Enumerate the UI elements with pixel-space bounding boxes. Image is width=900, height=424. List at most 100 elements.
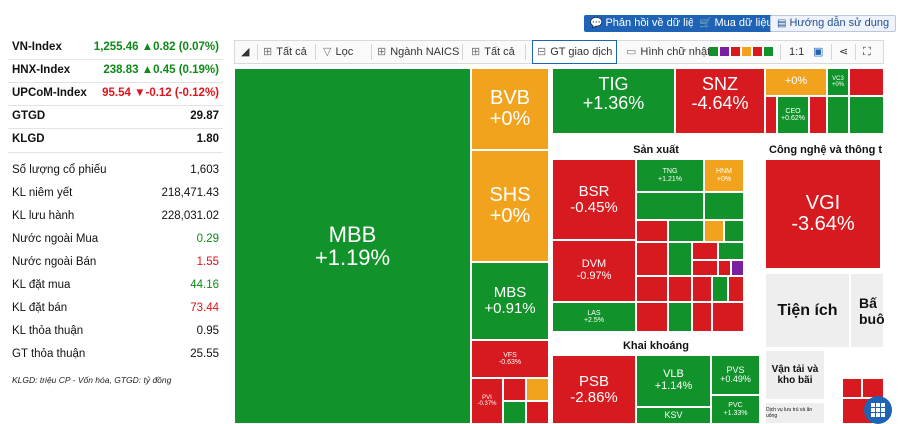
color-swatch-orange[interactable] — [742, 47, 751, 56]
naics-button[interactable]: ⊞ Ngành NAICS — [377, 46, 460, 58]
tile-sx-20[interactable] — [668, 302, 692, 332]
top-bar: 💬 Phản hồi về dữ liệu 🛒 Mua dữ liệu ▤ Hướng… — [0, 0, 900, 36]
tile-pvi[interactable]: PVI -0.37% — [471, 378, 503, 424]
tile-shs[interactable]: SHS +0% — [471, 150, 549, 262]
tile-vlb[interactable]: VLB +1.14% — [636, 355, 711, 407]
sector-mining[interactable]: Khai khoáng — [552, 337, 760, 355]
stat-nn-mua: Nước ngoài Mua 0.29 — [12, 233, 219, 245]
tile-pvc[interactable]: PVC +1.33% — [711, 395, 760, 424]
tile-ksv[interactable]: KSV — [636, 407, 711, 424]
tile-top-b[interactable] — [849, 68, 884, 96]
stat-kl-thoa-thuan: KL thỏa thuận 0.95 — [12, 325, 219, 337]
tile-las[interactable]: LAS +2.5% — [552, 302, 636, 332]
sector-hospitality[interactable]: Dịch vụ lưu trú và ăn uống — [765, 402, 825, 424]
tile-mbs[interactable]: MBS +0.91% — [471, 262, 549, 340]
tile-small-sec-3[interactable] — [503, 401, 526, 424]
tile-bvb[interactable]: BVB +0% — [471, 68, 549, 150]
trade-value-button[interactable]: ⊟ GT giao dịch — [532, 40, 618, 64]
layout-icon: ⊟ — [537, 46, 547, 58]
tile-sx-2[interactable] — [704, 192, 744, 220]
fullscreen-icon[interactable]: ⛶ — [863, 46, 871, 58]
sector-manufacturing[interactable]: Sản xuất — [552, 141, 760, 159]
stat-gt-thoa-thuan: GT thỏa thuận 25.55 — [12, 348, 219, 360]
sector-technology[interactable]: Công nghệ và thông t — [765, 141, 884, 159]
tile-pvs[interactable]: PVS +0.49% — [711, 355, 760, 395]
tile-dvm[interactable]: DVM -0.97% — [552, 240, 636, 302]
sector-transport[interactable]: Vận tải và kho bãi — [765, 350, 825, 400]
tile-vgi[interactable]: VGI -3.64% — [765, 159, 881, 269]
stat-so-luong-cp: Số lượng cổ phiếu 1,603 — [12, 164, 219, 176]
tile-hnm[interactable]: HNM +0% — [704, 159, 744, 192]
tile-sx-21[interactable] — [692, 302, 712, 332]
tile-sx-1[interactable] — [636, 192, 704, 220]
tile-sx-7[interactable] — [636, 242, 668, 276]
feedback-button[interactable]: 💬 Phản hồi về dữ liệu — [584, 15, 707, 32]
grid-icon: ⊞ — [471, 46, 481, 58]
ratio-button[interactable]: 1:1 — [789, 46, 805, 58]
index-row-vn[interactable]: VN-Index 1,255.46 ▲0.82 (0.07%) — [12, 41, 219, 53]
tile-sx-5[interactable] — [704, 220, 724, 242]
color-swatch-green[interactable] — [709, 47, 718, 56]
all-filter-button[interactable]: ⊞ Tất cả — [263, 46, 307, 58]
tile-top-c[interactable] — [765, 96, 777, 134]
index-row-upcom[interactable]: UPCoM-Index 95.54 ▼-0.12 (-0.12%) — [12, 87, 219, 99]
sector-real-estate[interactable]: Bấ buô — [850, 273, 884, 348]
tile-top-f[interactable] — [849, 96, 884, 134]
book-icon: ▤ — [777, 18, 787, 29]
tile-sx-8[interactable] — [668, 242, 692, 276]
tile-snz[interactable]: SNZ -4.64% — [675, 68, 765, 134]
tile-transport-1[interactable] — [842, 378, 862, 398]
share-icon[interactable]: ⋖ — [839, 46, 849, 58]
tile-vfs[interactable]: VFS -0.63% — [471, 340, 549, 378]
user-guide-button[interactable]: ▤ Hướng dẫn sử dụng — [770, 15, 897, 32]
tile-small-sec-2[interactable] — [526, 378, 549, 401]
tile-top-a[interactable]: +0% — [765, 68, 827, 96]
tile-sx-15[interactable] — [668, 276, 692, 302]
tile-sx-18[interactable] — [728, 276, 744, 302]
index-row-hnx[interactable]: HNX-Index 238.83 ▲0.45 (0.19%) — [12, 64, 219, 76]
filter-button[interactable]: ▽ Lọc — [323, 46, 354, 58]
tile-small-sec-1[interactable] — [503, 378, 526, 401]
tile-bsr[interactable]: BSR -0.45% — [552, 159, 636, 240]
tile-top-e[interactable] — [827, 96, 849, 134]
cart-icon: 🛒 — [699, 18, 712, 29]
buy-data-button[interactable]: 🛒 Mua dữ liệu — [693, 15, 779, 32]
tile-mbb[interactable]: MBB +1.19% — [234, 68, 471, 424]
tile-psb[interactable]: PSB -2.86% — [552, 355, 636, 424]
tile-top-d[interactable] — [809, 96, 827, 134]
all-size-button[interactable]: ⊞ Tất cả — [471, 46, 515, 58]
rectangle-icon: ▭ — [626, 46, 637, 58]
chat-icon: 💬 — [590, 18, 603, 29]
tile-transport-2[interactable] — [862, 378, 884, 398]
tile-sx-6[interactable] — [724, 220, 744, 242]
tile-sx-11[interactable] — [692, 260, 718, 276]
tile-small-sec-4[interactable] — [526, 401, 549, 424]
tile-sx-19[interactable] — [636, 302, 668, 332]
treemap: MBB +1.19% BVB +0% SHS +0% MBS +0.91% VFS -0… — [234, 68, 884, 424]
rectangle-button[interactable]: ▭ Hình chữ nhật — [626, 46, 711, 58]
tile-sx-16[interactable] — [692, 276, 712, 302]
color-swatch-red[interactable] — [731, 47, 740, 56]
floating-menu-button[interactable] — [864, 396, 892, 424]
collapse-icon[interactable]: ◢ — [241, 46, 250, 58]
tile-sx-22[interactable] — [712, 302, 744, 332]
tile-tig[interactable]: TIG +1.36% — [552, 68, 675, 134]
tile-tng[interactable]: TNG +1.21% — [636, 159, 704, 192]
tile-sx-4[interactable] — [668, 220, 704, 242]
save-icon[interactable]: ▣ — [813, 46, 824, 58]
tile-sx-3[interactable] — [636, 220, 668, 242]
tile-sx-12[interactable] — [718, 260, 731, 276]
color-swatch-green-2[interactable] — [764, 47, 773, 56]
tile-sx-13[interactable] — [731, 260, 744, 276]
tile-vc3[interactable]: VC3 +0% — [827, 68, 849, 96]
market-stats-panel: VN-Index 1,255.46 ▲0.82 (0.07%) HNX-Inde… — [0, 36, 231, 424]
color-swatch-purple[interactable] — [720, 47, 729, 56]
sector-utilities[interactable]: Tiện ích — [765, 273, 850, 348]
tile-ceo[interactable]: CEO +0.62% — [777, 96, 809, 134]
color-swatch-red-2[interactable] — [753, 47, 762, 56]
tile-sx-17[interactable] — [712, 276, 728, 302]
tile-sx-10[interactable] — [718, 242, 744, 260]
funnel-icon: ▽ — [323, 46, 332, 58]
tile-sx-14[interactable] — [636, 276, 668, 302]
tile-sx-9[interactable] — [692, 242, 718, 260]
